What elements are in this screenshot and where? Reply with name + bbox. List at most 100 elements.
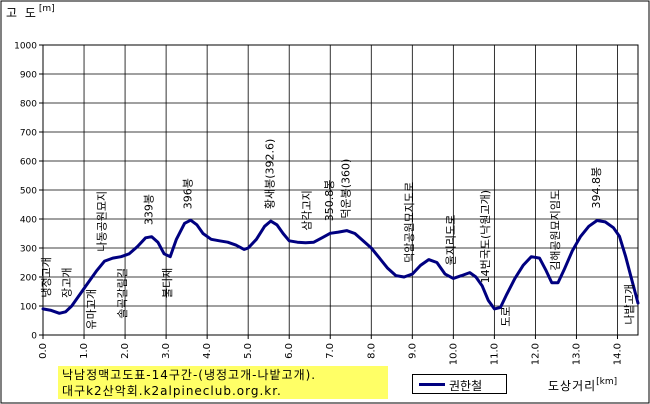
data-point	[226, 241, 229, 243]
data-point	[210, 238, 213, 241]
data-point	[403, 276, 405, 278]
data-point	[624, 255, 627, 258]
data-point	[202, 232, 204, 235]
data-point	[370, 247, 373, 249]
data-point	[169, 255, 172, 258]
data-point	[354, 232, 356, 235]
legend-line-swatch	[419, 383, 445, 386]
y-tick-label: 400	[20, 216, 37, 226]
data-point	[263, 225, 266, 228]
y-axis: 0 100 200 300 400 500 600 700 800 900 1000	[14, 42, 43, 342]
data-point	[87, 282, 89, 284]
data-point	[538, 257, 541, 259]
annotation-label: 황새봉(392.6)	[264, 139, 277, 209]
data-point	[444, 273, 446, 275]
data-point	[427, 258, 430, 261]
data-point	[150, 235, 153, 238]
data-point	[475, 276, 477, 278]
data-point	[460, 274, 463, 277]
y-tick-label: 300	[20, 245, 37, 255]
data-point	[269, 220, 272, 222]
data-point	[452, 277, 455, 280]
x-tick-label: 8.0	[366, 343, 377, 359]
data-point	[411, 273, 414, 275]
data-point	[618, 235, 621, 238]
x-tick-label: 14.0	[612, 343, 623, 365]
annotation-label: 나동공원묘지	[96, 191, 109, 252]
data-point	[243, 248, 245, 251]
data-point	[557, 282, 559, 284]
data-point	[183, 222, 186, 225]
annotation-label: 장고개	[61, 267, 74, 297]
y-axis-title: 고 도[m]	[6, 4, 55, 21]
data-point	[362, 239, 364, 242]
x-axis-title-text: 도상거리	[548, 379, 597, 393]
data-point	[79, 293, 81, 296]
data-point	[631, 279, 633, 281]
data-point	[111, 257, 114, 259]
annotation-label: 396봉	[182, 178, 195, 209]
data-point	[579, 235, 582, 238]
data-point	[551, 282, 553, 284]
data-point	[196, 224, 198, 226]
data-point	[313, 241, 315, 243]
y-tick-label: 200	[20, 274, 37, 284]
data-point	[587, 225, 590, 228]
data-point	[386, 267, 389, 270]
data-point	[563, 268, 565, 271]
chart-title-line-1: 낙남정맥고도표-14구간-(냉정고개-나밭고개).	[62, 368, 317, 382]
annotation-label: 솔곡갈림길	[115, 268, 129, 319]
x-tick-label: 13.0	[571, 343, 582, 365]
data-point	[247, 247, 249, 249]
data-point	[612, 226, 615, 229]
data-point	[42, 308, 44, 310]
chart-title-box: 낙남정맥고도표-14구간-(냉정고개-나밭고개). 대구k2산악회.k2alpi…	[58, 366, 388, 399]
data-point	[522, 264, 524, 267]
annotation-label: 울지리도로	[444, 215, 457, 266]
data-point	[58, 312, 61, 315]
x-tick-label: 7.0	[325, 343, 336, 359]
data-point	[296, 241, 299, 243]
data-point	[128, 253, 130, 255]
data-point	[321, 237, 323, 239]
data-point	[189, 219, 192, 221]
data-point	[604, 221, 606, 223]
data-point	[282, 232, 284, 235]
annotation-label: 김해공원묘지임도	[548, 190, 562, 271]
annotation-label: 유마고개	[85, 289, 98, 329]
data-point	[304, 241, 307, 244]
x-tick-label: 2.0	[120, 343, 131, 359]
legend-label: 권한철	[449, 379, 483, 393]
data-point	[157, 241, 159, 243]
data-point	[487, 299, 490, 302]
annotation-label: 냉정고개	[40, 257, 53, 297]
x-axis-unit: [km]	[596, 377, 618, 387]
data-point	[468, 271, 471, 274]
grid	[42, 44, 639, 336]
data-point	[255, 238, 258, 241]
annotation-label: 350.8봉	[323, 180, 336, 222]
y-tick-label: 100	[20, 303, 37, 313]
x-tick-label: 3.0	[161, 343, 172, 359]
data-point	[436, 261, 438, 264]
data-point	[505, 293, 508, 296]
y-tick-label: 800	[20, 100, 37, 110]
data-point	[235, 244, 237, 246]
data-point	[530, 255, 533, 258]
data-point	[329, 232, 332, 235]
data-point	[337, 231, 340, 233]
data-point	[395, 274, 397, 277]
x-tick-label: 5.0	[243, 343, 254, 359]
x-axis: 0.0 1.0 2.0 3.0 4.0 5.0 6.0 7.0 8.0 9.0 10.0 11.0 12…	[38, 335, 623, 365]
y-tick-label: 500	[20, 187, 37, 197]
annotation-label: 도로	[500, 306, 513, 326]
annotation-label: 14번국도(낙원고개)	[479, 190, 492, 283]
y-tick-label: 0	[31, 332, 37, 342]
data-point	[288, 239, 291, 242]
data-point	[571, 250, 574, 252]
x-tick-label: 11.0	[489, 343, 500, 365]
data-point	[144, 237, 147, 239]
data-point	[64, 311, 67, 313]
